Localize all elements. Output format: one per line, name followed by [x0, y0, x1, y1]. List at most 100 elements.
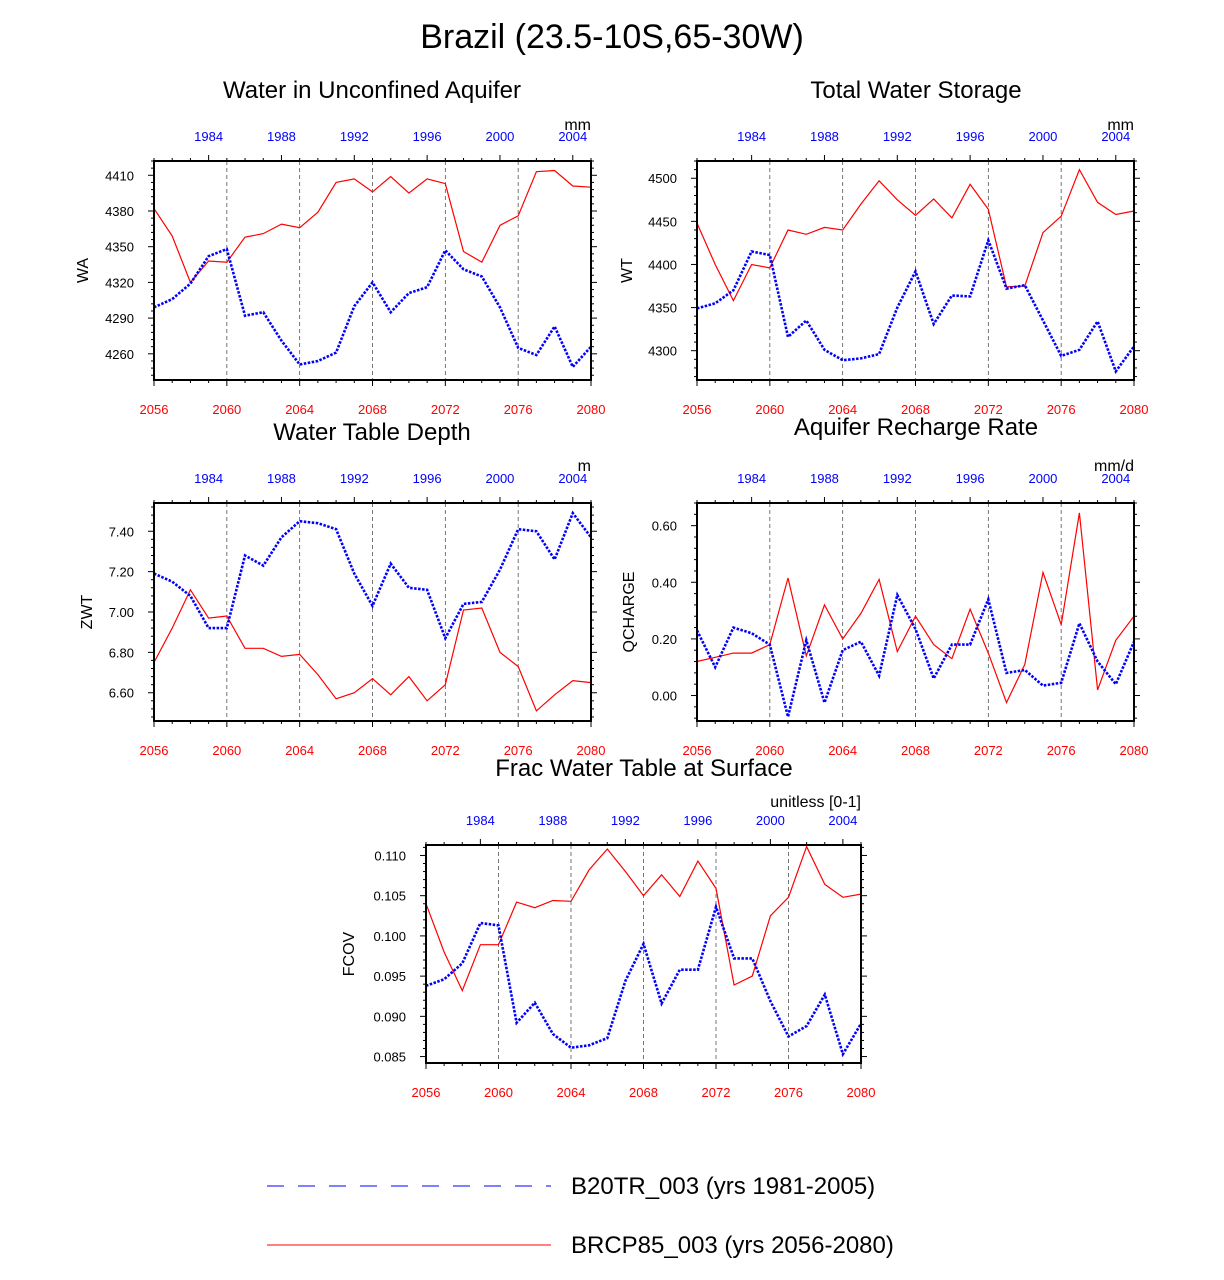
- x-tick-label-bottom: 2076: [1047, 743, 1076, 758]
- x-tick-label-top: 1984: [194, 471, 223, 486]
- x-tick-label-bottom: 2060: [755, 743, 784, 758]
- y-tick-label: 6.60: [109, 686, 134, 701]
- series-line-BRCP85_003: [153, 588, 592, 712]
- x-tick-label-top: 2004: [1101, 471, 1130, 486]
- series-line-B20TR_003: [153, 510, 593, 642]
- x-tick-label-top: 2004: [558, 471, 587, 486]
- series-line-BRCP85_003: [696, 168, 1135, 303]
- plot-frame: [696, 502, 1135, 722]
- x-tick-label-top: 1984: [466, 813, 495, 828]
- x-tick-label-top: 1996: [956, 471, 985, 486]
- x-tick-label-bottom: 2080: [577, 402, 606, 417]
- x-tick-label-bottom: 2068: [901, 743, 930, 758]
- y-tick-label: 4350: [648, 301, 677, 316]
- x-tick-label-bottom: 2056: [140, 402, 169, 417]
- units-label: mm/d: [1094, 458, 1134, 475]
- x-tick-label-bottom: 2080: [1120, 743, 1149, 758]
- y-tick-label: 0.20: [652, 632, 677, 647]
- x-tick-label-top: 1984: [737, 471, 766, 486]
- x-tick-label-bottom: 2064: [557, 1085, 586, 1100]
- panel-title: Water in Unconfined Aquifer: [223, 77, 521, 104]
- x-tick-label-top: 1992: [611, 813, 640, 828]
- y-tick-label: 0.00: [652, 689, 677, 704]
- x-tick-label-bottom: 2068: [629, 1085, 658, 1100]
- x-tick-label-bottom: 2060: [212, 402, 241, 417]
- x-tick-label-top: 1992: [883, 129, 912, 144]
- y-tick-label: 6.80: [109, 645, 134, 660]
- series-line-B20TR_003: [695, 591, 1136, 718]
- panel-title: Aquifer Recharge Rate: [794, 414, 1038, 441]
- x-tick-label-bottom: 2064: [285, 743, 314, 758]
- y-tick-label: 0.085: [373, 1050, 406, 1065]
- x-tick-label-top: 2000: [1028, 129, 1057, 144]
- series-line-B20TR_003: [153, 247, 592, 370]
- panel-title: Total Water Storage: [810, 77, 1021, 104]
- legend-item: B20TR_003 (yrs 1981-2005): [267, 1173, 875, 1200]
- x-tick-label-bottom: 2072: [974, 402, 1003, 417]
- x-tick-label-top: 2004: [1101, 129, 1130, 144]
- x-tick-label-top: 2000: [485, 129, 514, 144]
- x-tick-label-top: 1988: [267, 129, 296, 144]
- x-tick-label-bottom: 2056: [683, 402, 712, 417]
- y-tick-label: 0.095: [373, 969, 406, 984]
- x-tick-label-top: 2004: [558, 129, 587, 144]
- panel-title: Frac Water Table at Surface: [495, 755, 792, 782]
- x-tick-label-top: 1996: [683, 813, 712, 828]
- x-tick-label-bottom: 2080: [1120, 402, 1149, 417]
- x-tick-label-top: 1992: [340, 129, 369, 144]
- legend: B20TR_003 (yrs 1981-2005) BRCP85_003 (yrs…: [267, 1173, 894, 1259]
- units-label: m: [578, 458, 591, 475]
- x-tick-label-bottom: 2068: [358, 743, 387, 758]
- x-tick-label-bottom: 2056: [140, 743, 169, 758]
- x-tick-label-bottom: 2076: [1047, 402, 1076, 417]
- legend-label: BRCP85_003 (yrs 2056-2080): [571, 1232, 894, 1259]
- x-tick-label-bottom: 2060: [755, 402, 784, 417]
- x-tick-label-top: 1996: [413, 129, 442, 144]
- y-tick-label: 4380: [105, 204, 134, 219]
- x-tick-label-bottom: 2060: [484, 1085, 513, 1100]
- y-tick-label: 4320: [105, 275, 134, 290]
- x-tick-label-top: 1992: [340, 471, 369, 486]
- y-tick-label: 7.00: [109, 605, 134, 620]
- chart-panel-4: Aquifer Recharge Rate mm/d QCHARGE 2056 2060…: [621, 414, 1148, 758]
- series-line-BRCP85_003: [425, 845, 862, 993]
- y-tick-label: 0.100: [373, 929, 406, 944]
- x-tick-label-bottom: 2080: [847, 1085, 876, 1100]
- x-tick-label-top: 1996: [956, 129, 985, 144]
- y-tick-label: 4410: [105, 168, 134, 183]
- x-tick-label-bottom: 2072: [702, 1085, 731, 1100]
- plot-frame: [153, 502, 592, 722]
- x-tick-label-bottom: 2064: [828, 402, 857, 417]
- x-tick-label-bottom: 2072: [431, 743, 460, 758]
- y-tick-label: 4260: [105, 347, 134, 362]
- chart-panel-2: Total Water Storage mm WT 2056 2060 2064 2068 2…: [619, 77, 1148, 417]
- series-line-B20TR_003: [696, 236, 1136, 375]
- legend-item: BRCP85_003 (yrs 2056-2080): [267, 1232, 894, 1259]
- x-tick-label-top: 1988: [810, 129, 839, 144]
- x-tick-label-bottom: 2072: [431, 402, 460, 417]
- plot-frame: [696, 160, 1135, 381]
- x-tick-label-top: 1996: [413, 471, 442, 486]
- x-tick-label-bottom: 2060: [212, 743, 241, 758]
- y-tick-label: 0.110: [374, 848, 406, 863]
- series-line-B20TR_003: [425, 902, 863, 1058]
- x-tick-label-top: 1992: [883, 471, 912, 486]
- y-tick-label: 4350: [105, 240, 134, 255]
- x-tick-label-bottom: 2072: [974, 743, 1003, 758]
- y-tick-label: 4450: [648, 214, 677, 229]
- x-tick-label-top: 1988: [267, 471, 296, 486]
- y-tick-label: 7.40: [109, 524, 134, 539]
- x-tick-label-top: 2000: [1028, 471, 1057, 486]
- x-tick-label-top: 1988: [538, 813, 567, 828]
- y-tick-label: 0.40: [652, 575, 677, 590]
- x-tick-label-bottom: 2064: [828, 743, 857, 758]
- y-tick-label: 0.60: [652, 519, 677, 534]
- x-tick-label-top: 2000: [756, 813, 785, 828]
- y-axis-label: WA: [75, 258, 92, 284]
- x-tick-label-top: 2004: [828, 813, 857, 828]
- units-label: unitless [0-1]: [770, 794, 861, 811]
- x-tick-label-bottom: 2064: [285, 402, 314, 417]
- y-axis-label: WT: [619, 258, 636, 283]
- x-tick-label-bottom: 2076: [504, 743, 533, 758]
